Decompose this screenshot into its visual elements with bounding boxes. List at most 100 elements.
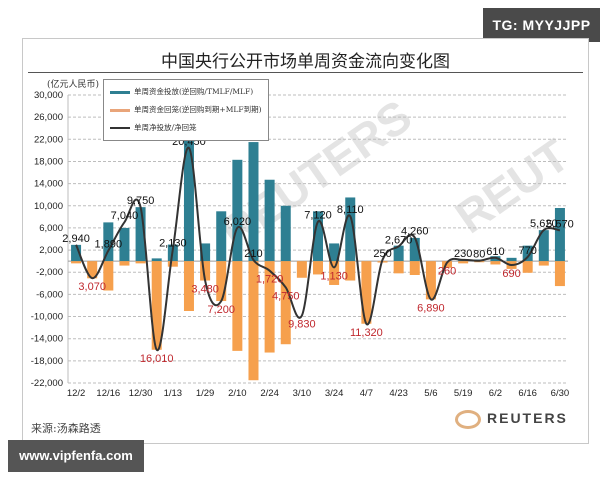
bars xyxy=(71,100,565,381)
chart-title: 中国央行公开市场单周资金流向变化图 xyxy=(161,52,450,72)
net-value-label: 770 xyxy=(518,245,536,257)
withdrawal-bar xyxy=(280,261,291,345)
injection-bar xyxy=(135,207,146,262)
legend-label-net: 单周净投放/净回笼 xyxy=(134,123,197,132)
x-tick-label: 1/13 xyxy=(164,388,183,399)
x-axis: 12/2 12/16 12/30 1/13 1/29 2/10 2/24 3/10 3/24 4/… xyxy=(67,388,569,399)
net-value-label: 6,890 xyxy=(417,302,445,314)
withdrawal-bar xyxy=(103,261,114,291)
injection-bar xyxy=(103,222,114,262)
y-tick-label: 14,000 xyxy=(34,179,63,190)
withdrawal-bar xyxy=(71,261,82,264)
injection-bar xyxy=(216,211,227,262)
y-tick-label: 22,000 xyxy=(34,134,63,145)
x-tick-label: 4/7 xyxy=(360,388,373,399)
legend-swatch-withdrawal xyxy=(110,108,130,112)
net-value-label: 230 xyxy=(454,248,472,260)
legend-item-withdrawal: 单周资金回笼(逆回购到期+MLF到期) xyxy=(110,104,262,115)
y-tick-label: -2,000 xyxy=(36,267,63,278)
injection-bar xyxy=(538,230,549,262)
net-value-label: 1,130 xyxy=(320,270,348,282)
x-tick-label: 2/10 xyxy=(228,388,247,399)
net-value-label: 260 xyxy=(438,266,456,278)
net-value-label: 3,070 xyxy=(78,281,106,293)
x-tick-label: 4/23 xyxy=(389,388,408,399)
withdrawal-bar xyxy=(409,261,420,275)
injection-bar xyxy=(506,257,517,262)
tg-watermark-badge: TG: MYYJJPP xyxy=(483,8,600,42)
net-value-label: 9,830 xyxy=(288,319,316,331)
injection-bar xyxy=(200,243,211,262)
withdrawal-bar xyxy=(522,261,533,273)
withdrawal-bar xyxy=(167,261,178,267)
legend-item-net: 单周净投放/净回笼 xyxy=(110,122,197,133)
y-tick-label: 26,000 xyxy=(34,112,63,123)
net-value-label: 4,750 xyxy=(272,290,300,302)
net-value-label: 5,570 xyxy=(546,218,574,230)
injection-bar xyxy=(71,244,82,262)
reuters-ring-icon xyxy=(455,410,481,429)
legend-label-withdrawal: 单周资金回笼(逆回购到期+MLF到期) xyxy=(134,105,262,114)
net-line xyxy=(75,146,561,351)
x-tick-label: 12/16 xyxy=(96,388,120,399)
injection-bar xyxy=(119,227,130,262)
injection-bar xyxy=(183,100,194,262)
withdrawal-bar xyxy=(345,261,356,281)
withdrawal-bar xyxy=(296,261,307,278)
net-value-label: 610 xyxy=(486,246,504,258)
withdrawal-bar xyxy=(458,261,469,264)
withdrawal-bar xyxy=(538,261,549,266)
chart-legend: 单周资金投放(逆回购/TMLF/MLF) 单周资金回笼(逆回购到期+MLF到期)… xyxy=(103,79,269,141)
injection-bar xyxy=(409,237,420,262)
withdrawal-bar xyxy=(393,261,404,274)
net-value-label: 2,940 xyxy=(62,233,90,245)
x-tick-label: 12/2 xyxy=(67,388,86,399)
y-tick-label: 6,000 xyxy=(39,223,63,234)
x-tick-label: 1/29 xyxy=(196,388,215,399)
withdrawal-bar xyxy=(87,261,98,279)
x-tick-label: 5/19 xyxy=(454,388,473,399)
withdrawal-bar xyxy=(313,261,323,275)
withdrawal-bar xyxy=(361,261,372,324)
y-tick-label: -22,000 xyxy=(31,378,63,389)
x-tick-label: 3/24 xyxy=(325,388,344,399)
injection-bar xyxy=(554,207,565,262)
y-tick-label: 10,000 xyxy=(34,201,63,212)
injection-bar xyxy=(264,179,275,262)
net-value-label: 1,720 xyxy=(256,274,284,286)
title-underline xyxy=(28,72,583,73)
net-value-label: 4,260 xyxy=(401,226,429,238)
legend-item-injection: 单周资金投放(逆回购/TMLF/MLF) xyxy=(110,86,253,97)
withdrawal-bar xyxy=(183,261,194,311)
y-tick-label: -14,000 xyxy=(31,334,63,345)
net-value-label: 2,130 xyxy=(159,237,187,249)
withdrawal-bar xyxy=(248,261,259,381)
url-watermark-badge: www.vipfenfa.com xyxy=(8,440,144,472)
x-tick-label: 6/16 xyxy=(518,388,537,399)
x-tick-label: 5/6 xyxy=(424,388,437,399)
net-value-label: 3,480 xyxy=(191,283,219,295)
net-value-label: 6,020 xyxy=(224,216,252,228)
reuters-wordmark: REUTERS xyxy=(487,410,568,427)
y-tick-label: -18,000 xyxy=(31,356,63,367)
withdrawal-bar xyxy=(264,261,275,353)
x-tick-label: 2/24 xyxy=(260,388,279,399)
y-tick-label: -10,000 xyxy=(31,312,63,323)
net-value-label: 9,750 xyxy=(127,195,155,207)
withdrawal-bar xyxy=(119,261,130,266)
injection-bar xyxy=(248,142,259,262)
net-value-label: 80 xyxy=(473,249,485,261)
withdrawal-bar xyxy=(151,261,162,350)
injection-bar xyxy=(232,159,243,262)
withdrawal-bar xyxy=(232,261,243,351)
injection-bar xyxy=(151,258,162,262)
net-value-label: 7,120 xyxy=(304,210,332,222)
net-flow-line xyxy=(75,146,561,351)
withdrawal-bar xyxy=(554,261,565,287)
reuters-logo: REUTERS xyxy=(455,410,568,429)
net-value-label: 16,010 xyxy=(140,353,174,365)
y-tick-label: 2,000 xyxy=(39,245,63,256)
withdrawal-bar xyxy=(329,261,340,285)
y-tick-label: 30,000 xyxy=(34,90,63,101)
